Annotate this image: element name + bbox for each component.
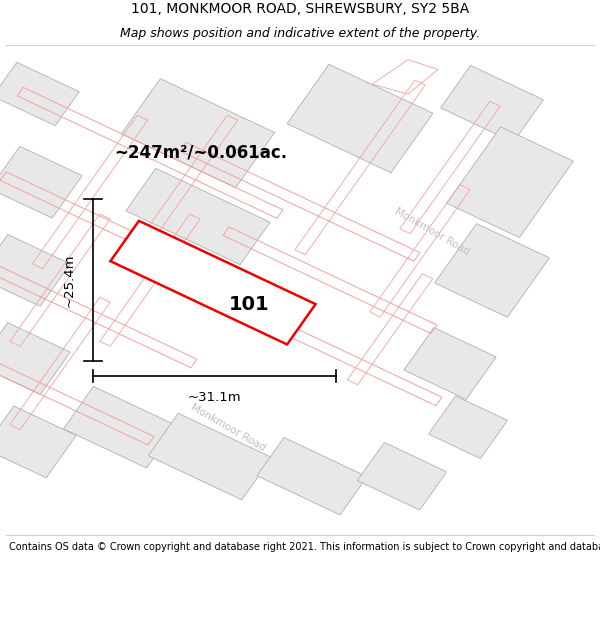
Polygon shape <box>148 413 272 500</box>
Polygon shape <box>358 442 446 510</box>
Text: Contains OS data © Crown copyright and database right 2021. This information is : Contains OS data © Crown copyright and d… <box>9 542 600 552</box>
Text: 101, MONKMOOR ROAD, SHREWSBURY, SY2 5BA: 101, MONKMOOR ROAD, SHREWSBURY, SY2 5BA <box>131 2 469 16</box>
Polygon shape <box>0 62 79 126</box>
Polygon shape <box>434 224 550 318</box>
Polygon shape <box>0 234 70 306</box>
Polygon shape <box>126 168 270 264</box>
Polygon shape <box>110 221 316 344</box>
Polygon shape <box>287 64 433 173</box>
Text: ~31.1m: ~31.1m <box>188 391 241 404</box>
Text: Map shows position and indicative extent of the property.: Map shows position and indicative extent… <box>120 28 480 40</box>
Text: ~247m²/~0.061ac.: ~247m²/~0.061ac. <box>114 144 287 162</box>
Polygon shape <box>121 79 275 188</box>
Polygon shape <box>440 66 544 142</box>
Polygon shape <box>0 146 82 218</box>
Polygon shape <box>428 396 508 459</box>
Text: ~25.4m: ~25.4m <box>62 254 76 307</box>
Polygon shape <box>257 438 367 515</box>
Text: Monkmoor Road: Monkmoor Road <box>189 402 267 452</box>
Polygon shape <box>0 322 70 394</box>
Polygon shape <box>404 328 496 399</box>
Polygon shape <box>446 127 574 238</box>
Text: 101: 101 <box>229 295 269 314</box>
Polygon shape <box>0 406 76 478</box>
Polygon shape <box>64 386 176 468</box>
Text: Monkmoor Road: Monkmoor Road <box>393 206 471 257</box>
